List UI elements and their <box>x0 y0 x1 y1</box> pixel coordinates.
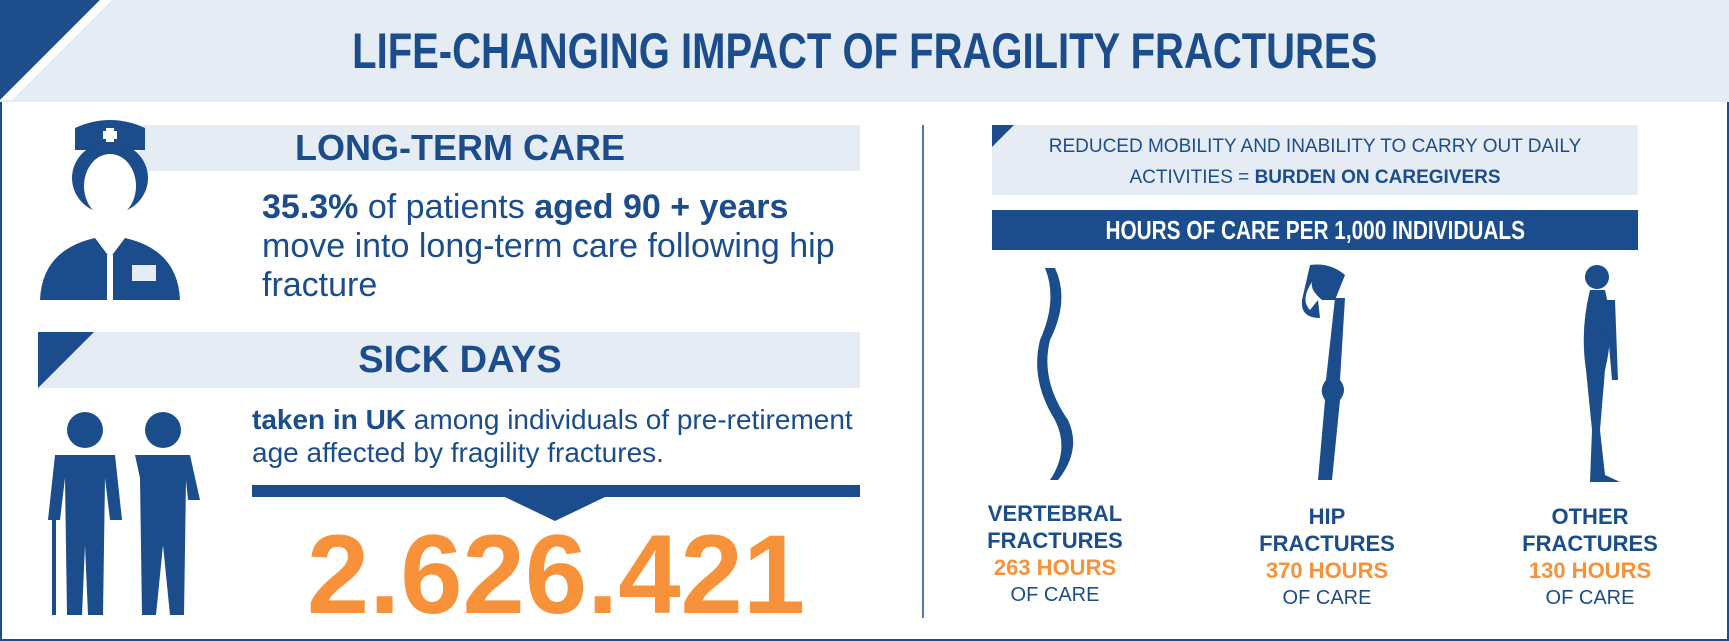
fracture-unit: OF CARE <box>1010 584 1100 606</box>
text-segment: aged 90 + years <box>534 188 789 226</box>
caption-text: REDUCED MOBILITY AND INABILITY TO CARRY … <box>1015 131 1615 193</box>
fracture-name: HIP FRACTURES <box>1259 504 1395 556</box>
nurse-icon <box>40 120 180 300</box>
sick-figure: 2.626.421 <box>306 512 806 637</box>
hip-icon <box>1301 264 1345 480</box>
hours-bar <box>992 210 1638 250</box>
corner-stripe <box>0 0 112 100</box>
fracture-unit: OF CARE <box>1282 587 1372 609</box>
figure-pointer <box>505 497 605 521</box>
fracture-hours: 130 HOURS <box>1528 558 1652 583</box>
fracture-unit: OF CARE <box>1545 587 1635 609</box>
hours-heading: HOURS OF CARE PER 1,000 INDIVIDUALS <box>992 210 1638 250</box>
ltc-text: 35.3% of patients aged 90 + years move i… <box>262 188 862 305</box>
spine-icon <box>1037 268 1074 480</box>
fracture-hours: 263 HOURS <box>993 555 1117 580</box>
sick-bar <box>38 332 860 388</box>
figure-bar <box>252 485 860 497</box>
title-text: LIFE-CHANGING IMPACT OF FRAGILITY FRACTU… <box>351 23 1378 79</box>
fracture-name: OTHER FRACTURES <box>1522 504 1658 556</box>
fracture-name: VERTEBRAL FRACTURES <box>987 501 1123 553</box>
fracture: OTHER FRACTURES 130 HOURS OF CARE <box>1480 503 1700 611</box>
sick-triangle <box>38 332 94 388</box>
sick-heading: SICK DAYS <box>358 339 562 381</box>
text-segment: among individuals of pre-retirement age … <box>252 404 853 468</box>
title-bar <box>0 0 1729 102</box>
title: LIFE-CHANGING IMPACT OF FRAGILITY FRACTU… <box>0 22 1729 80</box>
fracture: HIP FRACTURES 370 HOURS OF CARE <box>1217 503 1437 611</box>
people-icon <box>48 412 200 615</box>
skeleton-icon <box>1583 265 1620 482</box>
caption-box <box>992 125 1638 195</box>
text-segment: REDUCED MOBILITY AND INABILITY TO CARRY … <box>1048 136 1582 188</box>
ltc-heading: LONG-TERM CARE <box>295 127 625 168</box>
fracture-hours: 370 HOURS <box>1265 558 1389 583</box>
ltc-bar <box>140 125 860 171</box>
text-segment: move into long-term care following hip f… <box>262 227 835 304</box>
text-segment: BURDEN ON CAREGIVERS <box>1254 167 1501 188</box>
caption-triangle <box>992 125 1014 147</box>
hours-heading-text: HOURS OF CARE PER 1,000 INDIVIDUALS <box>1105 215 1525 245</box>
sick-text: taken in UK among individuals of pre-ret… <box>252 403 862 469</box>
fracture: VERTEBRAL FRACTURES 263 HOURS OF CARE <box>945 500 1165 608</box>
text-segment: taken in UK <box>252 404 407 435</box>
text-segment: 35.3% <box>262 188 359 226</box>
text-segment: of patients <box>358 188 535 226</box>
